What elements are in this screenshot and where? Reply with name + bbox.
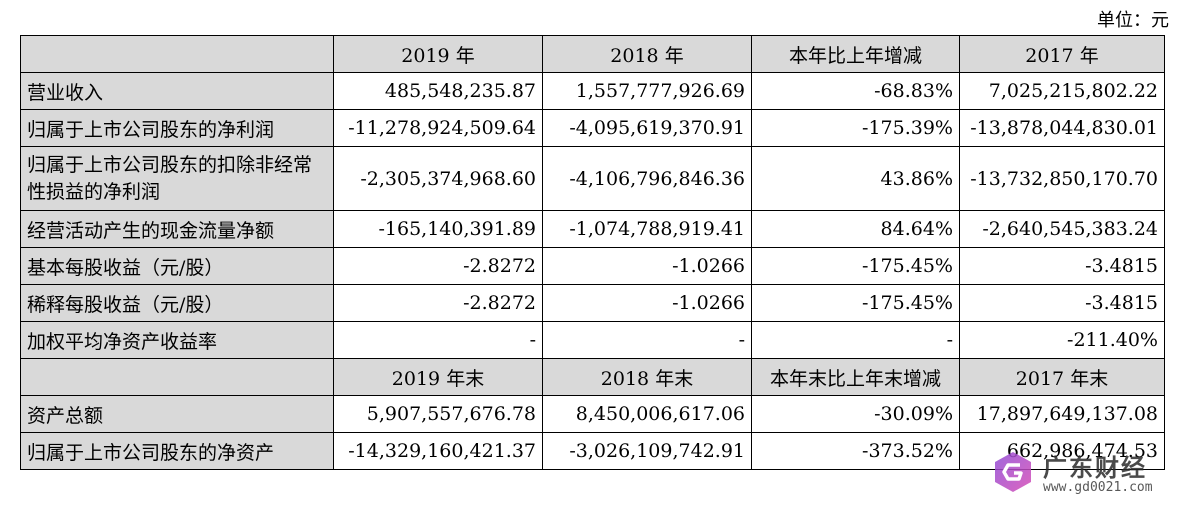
table-row: 归属于上市公司股东的扣除非经常性损益的净利润 -2,305,374,968.60… bbox=[20, 146, 1165, 211]
value-2017: 17,897,649,137.08 bbox=[959, 395, 1165, 433]
value-2019: -14,329,160,421.37 bbox=[333, 432, 543, 470]
value-2018: -4,095,619,370.91 bbox=[542, 109, 752, 147]
table-row: 稀释每股收益（元/股） -2.8272 -1.0266 -175.45% -3.… bbox=[20, 284, 1165, 322]
row-label: 稀释每股收益（元/股） bbox=[20, 284, 334, 322]
value-2019: - bbox=[333, 321, 543, 359]
value-change: -373.52% bbox=[751, 432, 960, 470]
value-2019: -2.8272 bbox=[333, 284, 543, 322]
value-change: -30.09% bbox=[751, 395, 960, 433]
header-cell-change: 本年比上年增减 bbox=[751, 35, 960, 73]
row-label: 经营活动产生的现金流量净额 bbox=[20, 210, 334, 248]
subheader-cell-blank bbox=[20, 358, 334, 396]
value-2019: 485,548,235.87 bbox=[333, 72, 543, 110]
value-2017: -3.4815 bbox=[959, 284, 1165, 322]
value-2018: -1.0266 bbox=[542, 247, 752, 285]
row-label: 营业收入 bbox=[20, 72, 334, 110]
value-2018: 1,557,777,926.69 bbox=[542, 72, 752, 110]
value-change: -175.45% bbox=[751, 247, 960, 285]
value-2017: -13,878,044,830.01 bbox=[959, 109, 1165, 147]
value-2018: - bbox=[542, 321, 752, 359]
table-row: 资产总额 5,907,557,676.78 8,450,006,617.06 -… bbox=[20, 395, 1165, 433]
table-row: 归属于上市公司股东的净利润 -11,278,924,509.64 -4,095,… bbox=[20, 109, 1165, 147]
unit-label: 单位：元 bbox=[1097, 10, 1169, 31]
table-row: 经营活动产生的现金流量净额 -165,140,391.89 -1,074,788… bbox=[20, 210, 1165, 248]
value-change: 84.64% bbox=[751, 210, 960, 248]
value-2018: -1,074,788,919.41 bbox=[542, 210, 752, 248]
value-2017: -13,732,850,170.70 bbox=[959, 146, 1165, 211]
value-change: -68.83% bbox=[751, 72, 960, 110]
value-2018: 8,450,006,617.06 bbox=[542, 395, 752, 433]
subheader-cell-2017-end: 2017 年末 bbox=[959, 358, 1165, 396]
row-label: 归属于上市公司股东的扣除非经常性损益的净利润 bbox=[20, 146, 334, 211]
row-label: 基本每股收益（元/股） bbox=[20, 247, 334, 285]
table-subheader-row: 2019 年末 2018 年末 本年末比上年末增减 2017 年末 bbox=[20, 358, 1165, 396]
table-row: 归属于上市公司股东的净资产 -14,329,160,421.37 -3,026,… bbox=[20, 432, 1165, 470]
table-row: 基本每股收益（元/股） -2.8272 -1.0266 -175.45% -3.… bbox=[20, 247, 1165, 285]
watermark-url: www.gd0021.com bbox=[1043, 480, 1153, 495]
subheader-cell-2018-end: 2018 年末 bbox=[542, 358, 752, 396]
row-label: 归属于上市公司股东的净利润 bbox=[20, 109, 334, 147]
subheader-cell-2019-end: 2019 年末 bbox=[333, 358, 543, 396]
row-label: 资产总额 bbox=[20, 395, 334, 433]
table-row: 营业收入 485,548,235.87 1,557,777,926.69 -68… bbox=[20, 72, 1165, 110]
value-2019: -165,140,391.89 bbox=[333, 210, 543, 248]
header-cell-2018: 2018 年 bbox=[542, 35, 752, 73]
value-2018: -1.0266 bbox=[542, 284, 752, 322]
value-2019: -2,305,374,968.60 bbox=[333, 146, 543, 211]
row-label: 归属于上市公司股东的净资产 bbox=[20, 432, 334, 470]
value-2019: -11,278,924,509.64 bbox=[333, 109, 543, 147]
value-2019: 5,907,557,676.78 bbox=[333, 395, 543, 433]
value-2019: -2.8272 bbox=[333, 247, 543, 285]
value-2018: -4,106,796,846.36 bbox=[542, 146, 752, 211]
value-2017: -2,640,545,383.24 bbox=[959, 210, 1165, 248]
header-cell-2019: 2019 年 bbox=[333, 35, 543, 73]
value-2017: -211.40% bbox=[959, 321, 1165, 359]
value-change: -175.45% bbox=[751, 284, 960, 322]
subheader-cell-change: 本年末比上年末增减 bbox=[751, 358, 960, 396]
value-change: 43.86% bbox=[751, 146, 960, 211]
financial-data-table: 2019 年 2018 年 本年比上年增减 2017 年 营业收入 485,54… bbox=[20, 35, 1165, 470]
value-2017: -3.4815 bbox=[959, 247, 1165, 285]
header-cell-blank bbox=[20, 35, 334, 73]
value-2018: -3,026,109,742.91 bbox=[542, 432, 752, 470]
header-cell-2017: 2017 年 bbox=[959, 35, 1165, 73]
value-2017: 7,025,215,802.22 bbox=[959, 72, 1165, 110]
value-2017: 662,986,474.53 bbox=[959, 432, 1165, 470]
row-label: 加权平均净资产收益率 bbox=[20, 321, 334, 359]
value-change: -175.39% bbox=[751, 109, 960, 147]
table-row: 加权平均净资产收益率 - - - -211.40% bbox=[20, 321, 1165, 359]
value-change: - bbox=[751, 321, 960, 359]
table-header-row: 2019 年 2018 年 本年比上年增减 2017 年 bbox=[20, 35, 1165, 73]
